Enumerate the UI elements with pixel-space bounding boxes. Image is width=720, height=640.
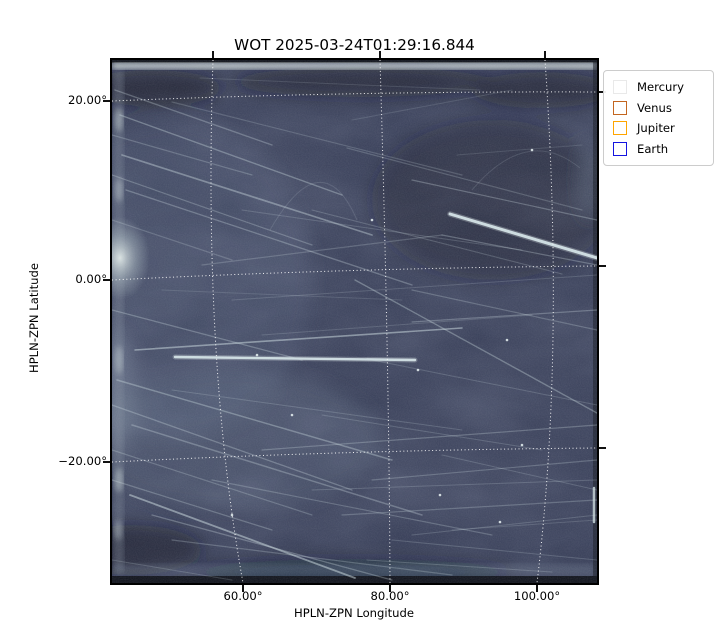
top-axis-tick (212, 51, 214, 58)
observation-image (112, 60, 597, 583)
x-tick-label: 100.00° (513, 589, 561, 603)
right-axis-tick (599, 447, 606, 449)
y-tick-label: 20.00° (68, 93, 107, 107)
y-tick-label: 0.00° (75, 272, 107, 286)
plot-area (110, 58, 599, 585)
legend-label: Venus (637, 100, 672, 115)
legend-label: Earth (637, 141, 669, 156)
top-axis-tick (544, 51, 546, 58)
legend-items: Mercury Venus Jupiter Earth (612, 77, 705, 159)
legend-item-earth: Earth (612, 139, 705, 160)
legend-marker-earth (613, 141, 627, 156)
legend-item-jupiter: Jupiter (612, 118, 705, 139)
x-axis-tick (389, 585, 391, 592)
x-tick-label: 80.00° (370, 589, 410, 603)
right-axis-tick (599, 91, 606, 93)
legend-item-mercury: Mercury (612, 77, 705, 98)
x-axis-label: HPLN-ZPN Longitude (294, 606, 414, 620)
y-axis-tick (103, 461, 110, 463)
legend-marker-mercury (613, 80, 627, 95)
x-axis-tick (536, 585, 538, 592)
legend-label: Mercury (637, 80, 684, 95)
legend-marker-jupiter (613, 121, 627, 136)
y-axis-label: HPLN-ZPN Latitude (27, 262, 41, 374)
legend-label: Jupiter (637, 121, 675, 136)
x-axis-tick (242, 585, 244, 592)
y-tick-label: −20.00° (58, 454, 107, 468)
legend: Mercury Venus Jupiter Earth (603, 70, 714, 166)
y-axis-tick (103, 100, 110, 102)
image-grain-texture (112, 60, 597, 583)
legend-item-venus: Venus (612, 98, 705, 119)
top-axis-tick (379, 51, 381, 58)
legend-marker-venus (613, 100, 627, 115)
right-axis-tick (599, 265, 606, 267)
x-tick-label: 60.00° (223, 589, 263, 603)
y-axis-tick (103, 279, 110, 281)
plot-title: WOT 2025-03-24T01:29:16.844 (234, 36, 475, 54)
